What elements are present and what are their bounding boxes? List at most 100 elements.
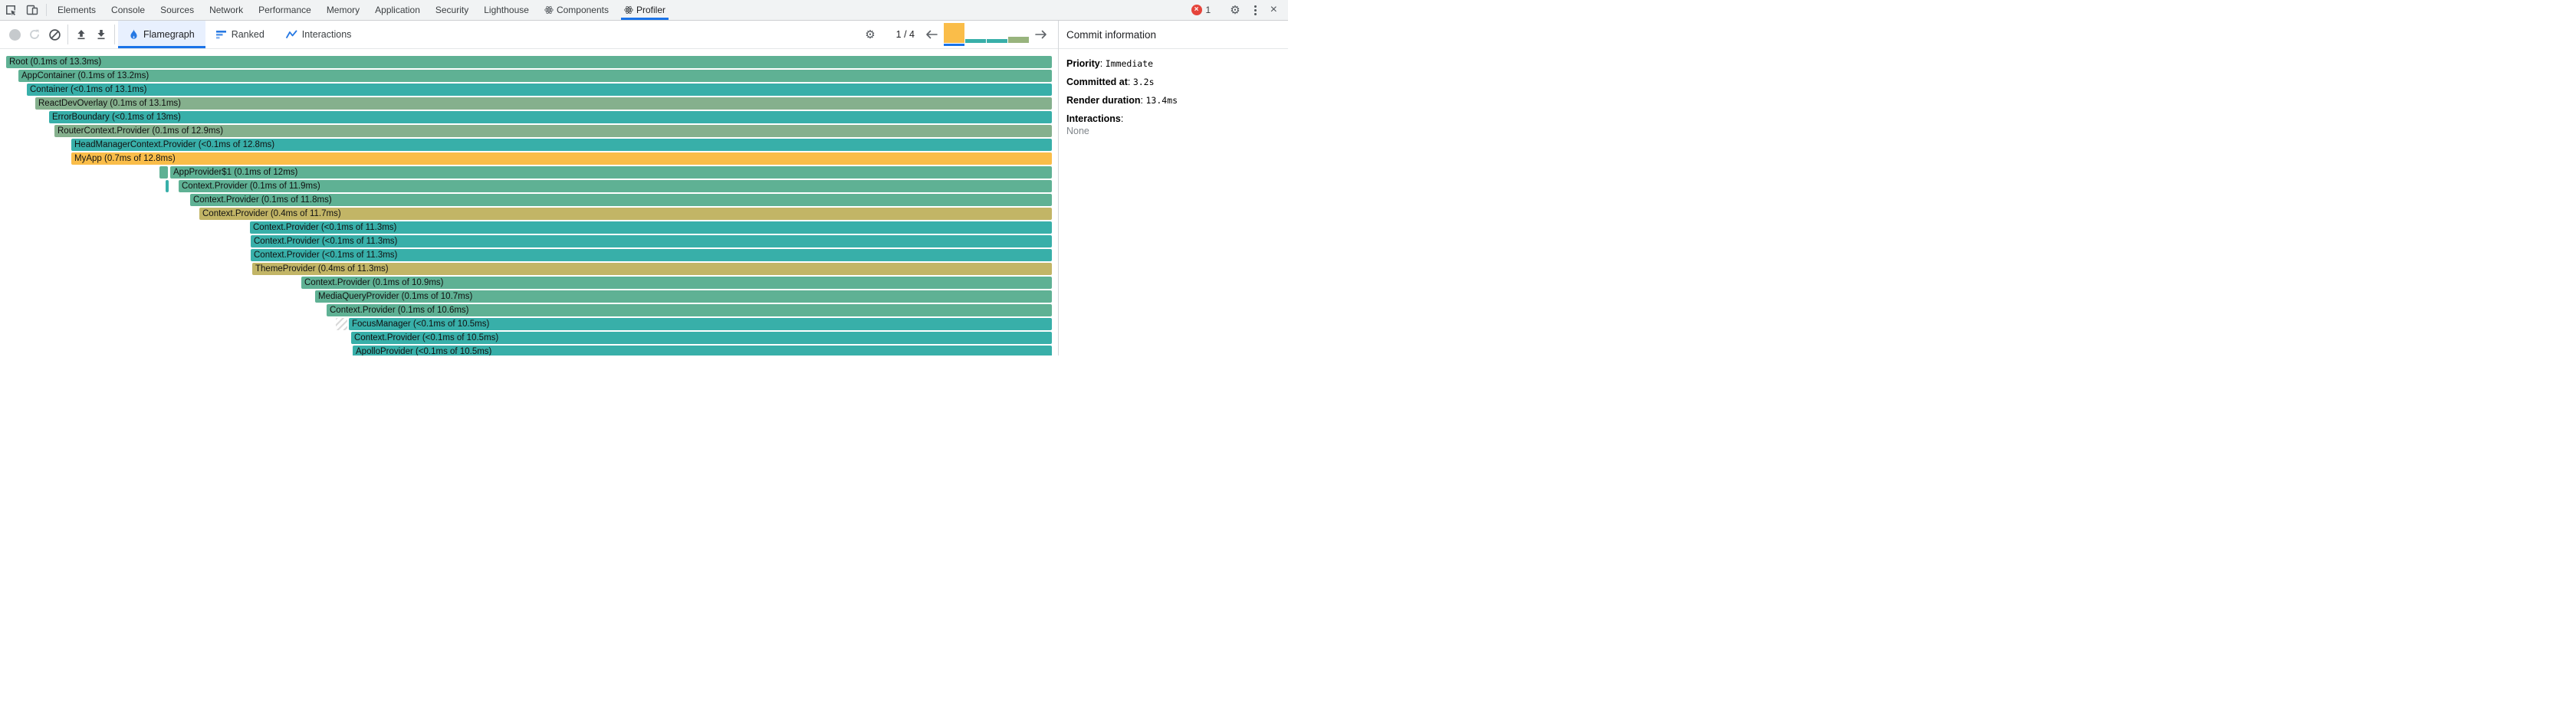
profiler-main: Flamegraph Ranked Interactions ⚙ 1 / — [0, 21, 1288, 356]
flame-row: AppContainer (0.1ms of 13.2ms) — [0, 70, 1058, 82]
tab-flamegraph[interactable]: Flamegraph — [118, 21, 205, 48]
commit-info-title: Commit information — [1059, 21, 1288, 49]
flame-row: Context.Provider (<0.1ms of 11.3ms) — [0, 235, 1058, 247]
flame-bar[interactable]: ErrorBoundary (<0.1ms of 13ms) — [49, 111, 1052, 123]
flame-bar[interactable]: Context.Provider (<0.1ms of 11.3ms) — [250, 221, 1052, 234]
record-icon — [8, 28, 21, 41]
flame-bar[interactable]: RouterContext.Provider (0.1ms of 12.9ms) — [54, 125, 1052, 137]
reload-and-profile-button[interactable] — [25, 21, 44, 48]
flame-row: MyApp (0.7ms of 12.8ms) — [0, 152, 1058, 165]
tab-ranked[interactable]: Ranked — [205, 21, 275, 48]
flame-row: Context.Provider (0.1ms of 10.9ms) — [0, 277, 1058, 289]
commit-bar — [944, 23, 964, 43]
commit-selector-bar[interactable] — [944, 23, 964, 46]
flame-row: Container (<0.1ms of 13.1ms) — [0, 84, 1058, 96]
settings-gear-icon[interactable]: ⚙ — [1230, 3, 1240, 17]
commit-navigation: ⚙ 1 / 4 — [859, 21, 1058, 48]
kebab-menu-icon[interactable] — [1247, 5, 1264, 15]
flame-bar[interactable]: MyApp (0.7ms of 12.8ms) — [71, 152, 1052, 165]
toolbar-divider — [114, 25, 115, 44]
flame-bar[interactable]: ApolloProvider (<0.1ms of 10.5ms) — [353, 346, 1052, 356]
tab-memory[interactable]: Memory — [326, 5, 360, 15]
flame-row: Context.Provider (0.1ms of 11.8ms) — [0, 194, 1058, 206]
tab-application[interactable]: Application — [375, 5, 420, 15]
commit-info-body: Priority: Immediate Committed at: 3.2s R… — [1059, 49, 1288, 146]
profiler-toolbar: Flamegraph Ranked Interactions ⚙ 1 / — [0, 21, 1058, 49]
selected-commit-underline — [944, 44, 964, 46]
tab-performance[interactable]: Performance — [258, 5, 311, 15]
flame-row: FocusManager (<0.1ms of 10.5ms) — [0, 318, 1058, 330]
clear-profile-button[interactable] — [44, 21, 64, 48]
flame-bar[interactable]: Root (0.1ms of 13.3ms) — [6, 56, 1052, 68]
flame-row: Context.Provider (<0.1ms of 11.3ms) — [0, 221, 1058, 234]
tab-profiler[interactable]: Profiler — [616, 0, 673, 20]
flame-bar[interactable]: Context.Provider (0.1ms of 10.6ms) — [327, 304, 1052, 316]
flame-bar[interactable]: Context.Provider (0.1ms of 11.8ms) — [190, 194, 1052, 206]
commit-bar — [1008, 37, 1029, 43]
error-badge[interactable]: × 1 — [1185, 5, 1217, 15]
tab-security[interactable]: Security — [435, 5, 469, 15]
load-profile-button[interactable] — [71, 21, 91, 48]
flame-row: ReactDevOverlay (0.1ms of 13.1ms) — [0, 97, 1058, 110]
flame-row: Context.Provider (<0.1ms of 11.3ms) — [0, 249, 1058, 261]
commit-selector-bar[interactable] — [965, 23, 986, 46]
tab-elements[interactable]: Elements — [58, 5, 97, 15]
flame-bar[interactable]: HeadManagerContext.Provider (<0.1ms of 1… — [71, 139, 1052, 151]
commit-bar — [987, 39, 1007, 43]
tab-network[interactable]: Network — [209, 5, 244, 15]
reload-icon — [30, 29, 39, 39]
flame-row: Context.Provider (0.4ms of 11.7ms) — [0, 208, 1058, 220]
commit-bar — [965, 39, 986, 43]
flame-bar[interactable]: ReactDevOverlay (0.1ms of 13.1ms) — [35, 97, 1052, 110]
commit-selector-bar[interactable] — [987, 23, 1007, 46]
tab-console[interactable]: Console — [111, 5, 146, 15]
download-icon — [97, 30, 105, 40]
interactions-field: Interactions: — [1066, 113, 1124, 124]
flame-bar[interactable]: AppProvider$1 (0.1ms of 12ms) — [170, 166, 1052, 179]
ranked-bars-icon — [215, 31, 226, 39]
commit-info-panel: Commit information Priority: Immediate C… — [1058, 21, 1288, 356]
flame-bar[interactable]: Context.Provider (<0.1ms of 10.5ms) — [351, 332, 1052, 344]
flame-row: MediaQueryProvider (0.1ms of 10.7ms) — [0, 290, 1058, 303]
save-profile-button[interactable] — [91, 21, 111, 48]
devtools-tabbar: Elements Console Sources Network Perform… — [0, 0, 1288, 21]
tab-components[interactable]: Components — [537, 0, 616, 20]
error-icon: × — [1191, 5, 1202, 15]
next-commit-arrow-icon[interactable] — [1032, 30, 1050, 39]
flame-bar[interactable]: Context.Provider (<0.1ms of 11.3ms) — [251, 249, 1052, 261]
commit-selector-bar[interactable] — [1008, 23, 1029, 46]
inspect-element-icon[interactable] — [0, 0, 21, 20]
toolbar-divider — [67, 25, 68, 44]
flame-bar[interactable]: MediaQueryProvider (0.1ms of 10.7ms) — [315, 290, 1052, 303]
flame-row: Context.Provider (0.1ms of 11.9ms) — [0, 180, 1058, 192]
flame-row: HeadManagerContext.Provider (<0.1ms of 1… — [0, 139, 1058, 151]
flame-row: ApolloProvider (<0.1ms of 10.5ms) — [0, 346, 1058, 356]
flame-bar[interactable]: Container (<0.1ms of 13.1ms) — [27, 84, 1052, 96]
tab-lighthouse[interactable]: Lighthouse — [484, 5, 529, 15]
record-button[interactable] — [5, 21, 25, 48]
previous-commit-arrow-icon[interactable] — [922, 30, 941, 39]
flame-row: AppProvider$1 (0.1ms of 12ms) — [0, 166, 1058, 179]
close-devtools-icon[interactable]: × — [1270, 3, 1277, 16]
flame-bar[interactable]: Context.Provider (0.4ms of 11.7ms) — [199, 208, 1052, 220]
tab-sources[interactable]: Sources — [160, 5, 195, 15]
flame-bar-did-not-render[interactable] — [336, 318, 347, 330]
flame-bar[interactable]: FocusManager (<0.1ms of 10.5ms) — [349, 318, 1052, 330]
tab-interactions[interactable]: Interactions — [275, 21, 363, 48]
flame-bar[interactable]: Context.Provider (<0.1ms of 11.3ms) — [251, 235, 1052, 247]
flame-bar[interactable]: Context.Provider (0.1ms of 10.9ms) — [301, 277, 1052, 289]
flame-icon — [130, 28, 137, 39]
flame-bar[interactable] — [166, 180, 169, 192]
flame-bar[interactable]: Context.Provider (0.1ms of 11.9ms) — [179, 180, 1052, 192]
interactions-icon — [285, 30, 297, 38]
flame-bar[interactable]: ThemeProvider (0.4ms of 11.3ms) — [252, 263, 1052, 275]
flame-bar[interactable] — [159, 166, 168, 179]
flame-row: ThemeProvider (0.4ms of 11.3ms) — [0, 263, 1058, 275]
flame-row: Context.Provider (<0.1ms of 10.5ms) — [0, 332, 1058, 344]
flame-row: Root (0.1ms of 13.3ms) — [0, 56, 1058, 68]
device-toolbar-icon[interactable] — [21, 0, 43, 20]
error-count: 1 — [1205, 5, 1211, 15]
commit-pagination: 1 / 4 — [895, 29, 915, 40]
flame-bar[interactable]: AppContainer (0.1ms of 13.2ms) — [18, 70, 1052, 82]
profiler-settings-gear-icon[interactable]: ⚙ — [865, 28, 876, 41]
